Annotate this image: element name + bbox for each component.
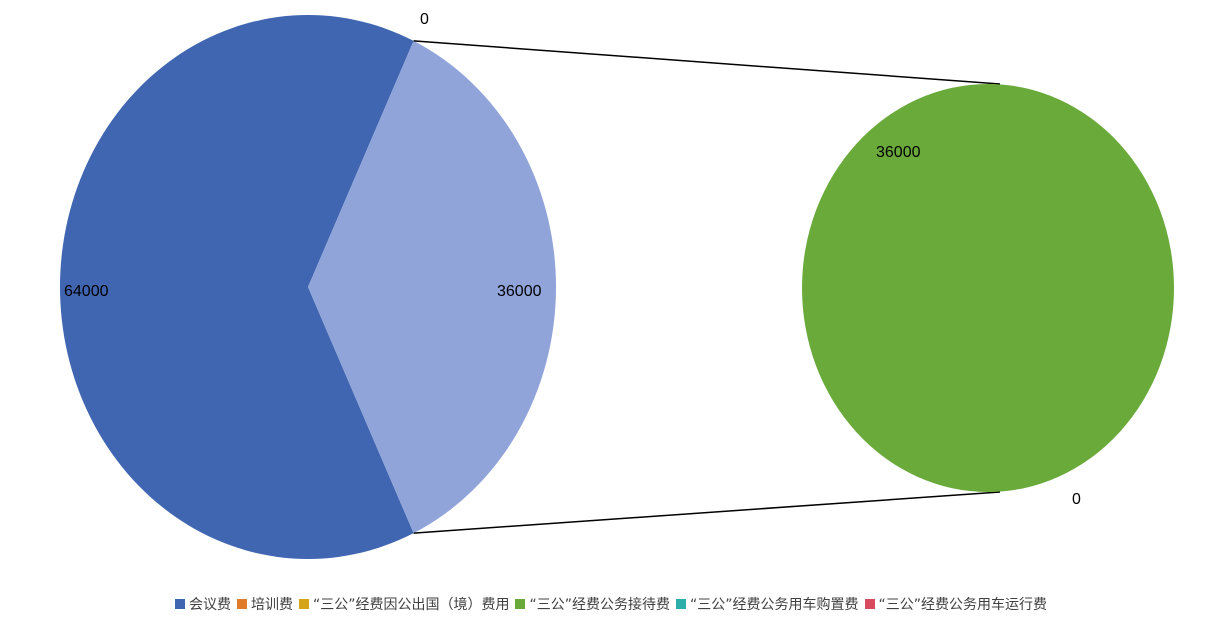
legend-item-reception-fee: “三公”经费公务接待费 [515,594,670,614]
legend-swatch [676,599,686,609]
legend-item-meeting-fee: 会议费 [174,594,231,614]
legend-swatch [236,599,247,609]
legend-label: 培训费 [250,597,293,613]
data-label-training-fee: 0 [420,11,429,28]
connector-line-bottom [413,491,1001,534]
slice-other [308,40,556,534]
data-label-meeting-fee: 64000 [64,283,109,300]
slice-reception-fee [802,84,1174,492]
legend-item-vehicle-operation-fee: “三公”经费公务用车运行费 [864,594,1048,614]
data-label-other: 36000 [497,283,542,300]
legend-item-training-fee: 培训费 [236,594,293,614]
legend-label: “三公”经费因公出国（境）费用 [312,597,510,613]
legend: 会议费 培训费 “三公”经费因公出国（境）费用 “三公”经费公务接待费 “三公”… [0,592,1222,616]
legend-label: “三公”经费公务用车运行费 [878,597,1048,613]
legend-label: “三公”经费公务接待费 [529,597,670,613]
legend-swatch [864,599,875,609]
data-label-overseas-fee: 0 [1072,491,1081,508]
connector-line-top [413,40,1001,85]
legend-swatch [298,599,309,609]
slice-meeting-fee [59,14,414,559]
pie-of-pie-chart: 64000 0 36000 36000 0 [59,11,1174,559]
legend-item-vehicle-purchase-fee: “三公”经费公务用车购置费 [676,594,859,614]
legend-swatch [515,599,526,609]
legend-label: 会议费 [188,597,231,613]
legend-label: “三公”经费公务用车购置费 [690,597,859,613]
legend-swatch [174,599,185,609]
data-label-reception-fee: 36000 [876,144,921,161]
legend-item-overseas-fee: “三公”经费因公出国（境）费用 [298,594,510,614]
